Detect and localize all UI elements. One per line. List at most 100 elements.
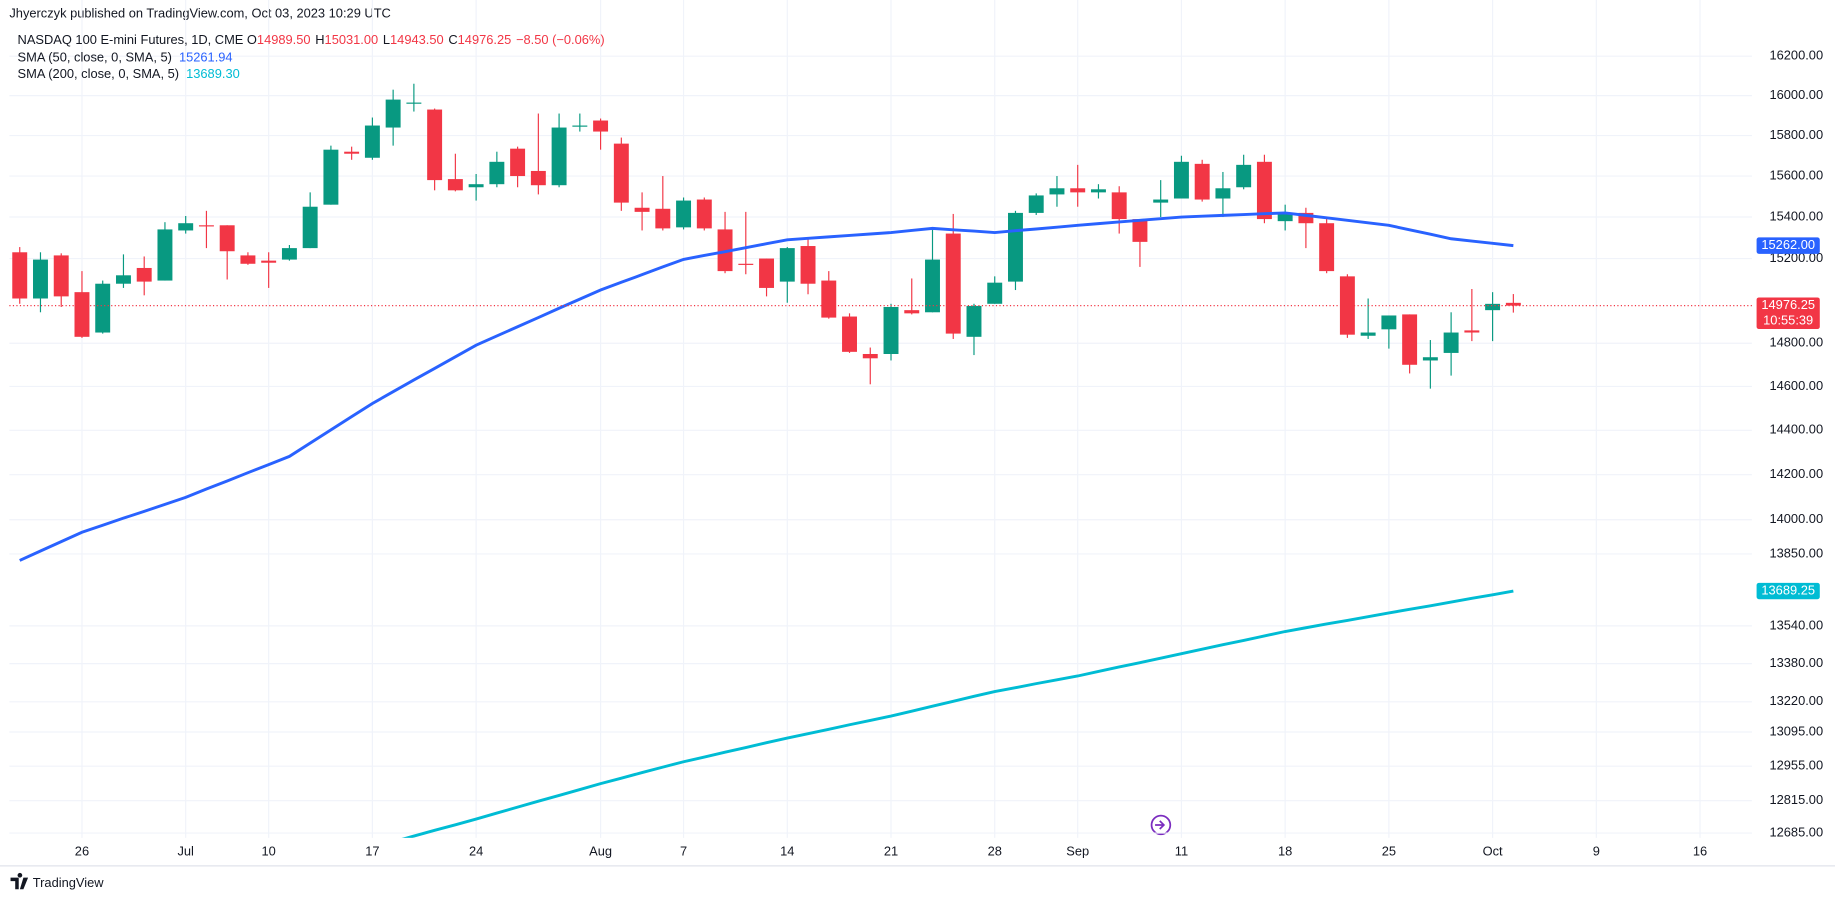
x-tick-label: Oct bbox=[1483, 843, 1503, 858]
x-tick-label: 7 bbox=[680, 843, 687, 858]
candle-body bbox=[178, 223, 194, 231]
plot-area bbox=[12, 83, 1521, 838]
countdown-label: 10:55:39 bbox=[1763, 312, 1813, 327]
series-axis-label: 15262.00 bbox=[1761, 237, 1815, 252]
legend-row: NASDAQ 100 E-mini Futures, 1D, CME O14989… bbox=[18, 32, 605, 47]
header-title: Jhyerczyk published on TradingView.com, … bbox=[9, 5, 390, 20]
candle-body bbox=[364, 125, 380, 158]
replay-icon[interactable] bbox=[1150, 814, 1172, 836]
candle-body bbox=[1090, 189, 1106, 193]
candle-body bbox=[1505, 302, 1521, 306]
ohlc-key: H bbox=[315, 32, 324, 47]
ohlc-key: O bbox=[247, 32, 257, 47]
candle-body bbox=[1443, 332, 1459, 353]
ohlc-value: 14943.50 bbox=[390, 32, 444, 47]
candle-body bbox=[1402, 314, 1418, 365]
legend-change: −8.50 (−0.06%) bbox=[516, 32, 605, 47]
y-tick-label: 13540.00 bbox=[1769, 617, 1823, 632]
x-tick-label: 25 bbox=[1382, 843, 1396, 858]
candle-body bbox=[925, 259, 940, 313]
y-tick-label: 14600.00 bbox=[1769, 378, 1823, 393]
brand-logo bbox=[10, 872, 29, 890]
candle-body bbox=[1028, 195, 1044, 213]
y-tick-label: 14000.00 bbox=[1769, 511, 1823, 526]
sma-line bbox=[402, 589, 1514, 838]
candle-body bbox=[136, 267, 152, 282]
candle-body bbox=[1298, 212, 1314, 224]
candle-body bbox=[634, 207, 650, 212]
candle-body bbox=[489, 161, 505, 185]
candle-body bbox=[323, 149, 339, 205]
candle-body bbox=[427, 109, 443, 181]
candle-body bbox=[12, 252, 28, 299]
candle-body bbox=[344, 151, 360, 154]
series-value: 15261.94 bbox=[179, 50, 233, 65]
candle-body bbox=[510, 148, 526, 177]
x-tick-label: Sep bbox=[1066, 843, 1089, 858]
candle-body bbox=[1173, 161, 1189, 199]
candle-body bbox=[74, 292, 90, 337]
candle-body bbox=[198, 225, 214, 227]
candle-body bbox=[53, 255, 69, 297]
candle-body bbox=[406, 102, 422, 104]
footer-brand: TradingView bbox=[33, 875, 104, 890]
series-legend: SMA (50, close, 0, SMA, 5) 15261.94 bbox=[18, 50, 233, 65]
sma-line bbox=[19, 211, 1514, 562]
candle-body bbox=[1049, 188, 1065, 195]
candle-body bbox=[261, 260, 277, 263]
y-tick-label: 12685.00 bbox=[1769, 824, 1823, 839]
series-name: SMA (200, close, 0, SMA, 5) bbox=[18, 66, 180, 81]
series-axis-box bbox=[1756, 582, 1820, 600]
legend-symbol: NASDAQ 100 E-mini Futures, 1D, CME bbox=[18, 32, 244, 47]
candle-body bbox=[904, 310, 920, 314]
y-tick-label: 14400.00 bbox=[1769, 422, 1823, 437]
y-tick-label: 13095.00 bbox=[1769, 723, 1823, 738]
candle-body bbox=[1319, 223, 1335, 272]
candle-body bbox=[1215, 188, 1231, 199]
ohlc-key: L bbox=[383, 32, 390, 47]
y-tick-label: 13220.00 bbox=[1769, 693, 1823, 708]
candle-body bbox=[945, 233, 961, 334]
y-tick-label: 15600.00 bbox=[1769, 167, 1823, 182]
series-axis-box bbox=[1756, 237, 1820, 254]
x-tick-label: 10 bbox=[262, 843, 276, 858]
series-value: 13689.30 bbox=[186, 66, 240, 81]
candle-body bbox=[33, 259, 48, 299]
candle-body bbox=[696, 199, 712, 229]
candle-body bbox=[1485, 303, 1501, 311]
candle-body bbox=[302, 206, 318, 249]
candle-body bbox=[1132, 219, 1148, 242]
candle-body bbox=[966, 305, 982, 337]
candle-body bbox=[281, 248, 297, 260]
y-tick-label: 12955.00 bbox=[1769, 758, 1823, 773]
x-tick-label: 11 bbox=[1175, 843, 1188, 858]
price-label-box bbox=[1756, 297, 1820, 330]
ohlc-key: C bbox=[448, 32, 457, 47]
y-tick-label: 15400.00 bbox=[1769, 208, 1823, 223]
candle-body bbox=[1422, 357, 1438, 361]
candle-body bbox=[779, 248, 795, 282]
y-tick-label: 16000.00 bbox=[1769, 87, 1823, 102]
x-tick-label: 24 bbox=[469, 843, 483, 858]
x-tick-label: 16 bbox=[1693, 843, 1707, 858]
candle-body bbox=[842, 316, 857, 352]
candle-body bbox=[572, 125, 588, 127]
series-name: SMA (50, close, 0, SMA, 5) bbox=[18, 50, 172, 65]
y-tick-label: 16200.00 bbox=[1769, 48, 1823, 63]
candle-body bbox=[738, 263, 754, 265]
candle-body bbox=[468, 184, 484, 188]
x-tick-label: Aug bbox=[589, 843, 612, 858]
candle-body bbox=[1194, 163, 1210, 200]
y-tick-label: 15800.00 bbox=[1769, 127, 1823, 142]
candle-body bbox=[821, 280, 837, 318]
candle-body bbox=[1381, 315, 1397, 330]
x-tick-label: 9 bbox=[1593, 843, 1600, 858]
candle-body bbox=[759, 258, 775, 288]
x-tick-label: 21 bbox=[884, 843, 898, 858]
candle-body bbox=[447, 179, 463, 191]
y-tick-label: 14800.00 bbox=[1769, 335, 1823, 350]
candle-body bbox=[385, 99, 401, 128]
x-tick-label: Jul bbox=[177, 843, 193, 858]
